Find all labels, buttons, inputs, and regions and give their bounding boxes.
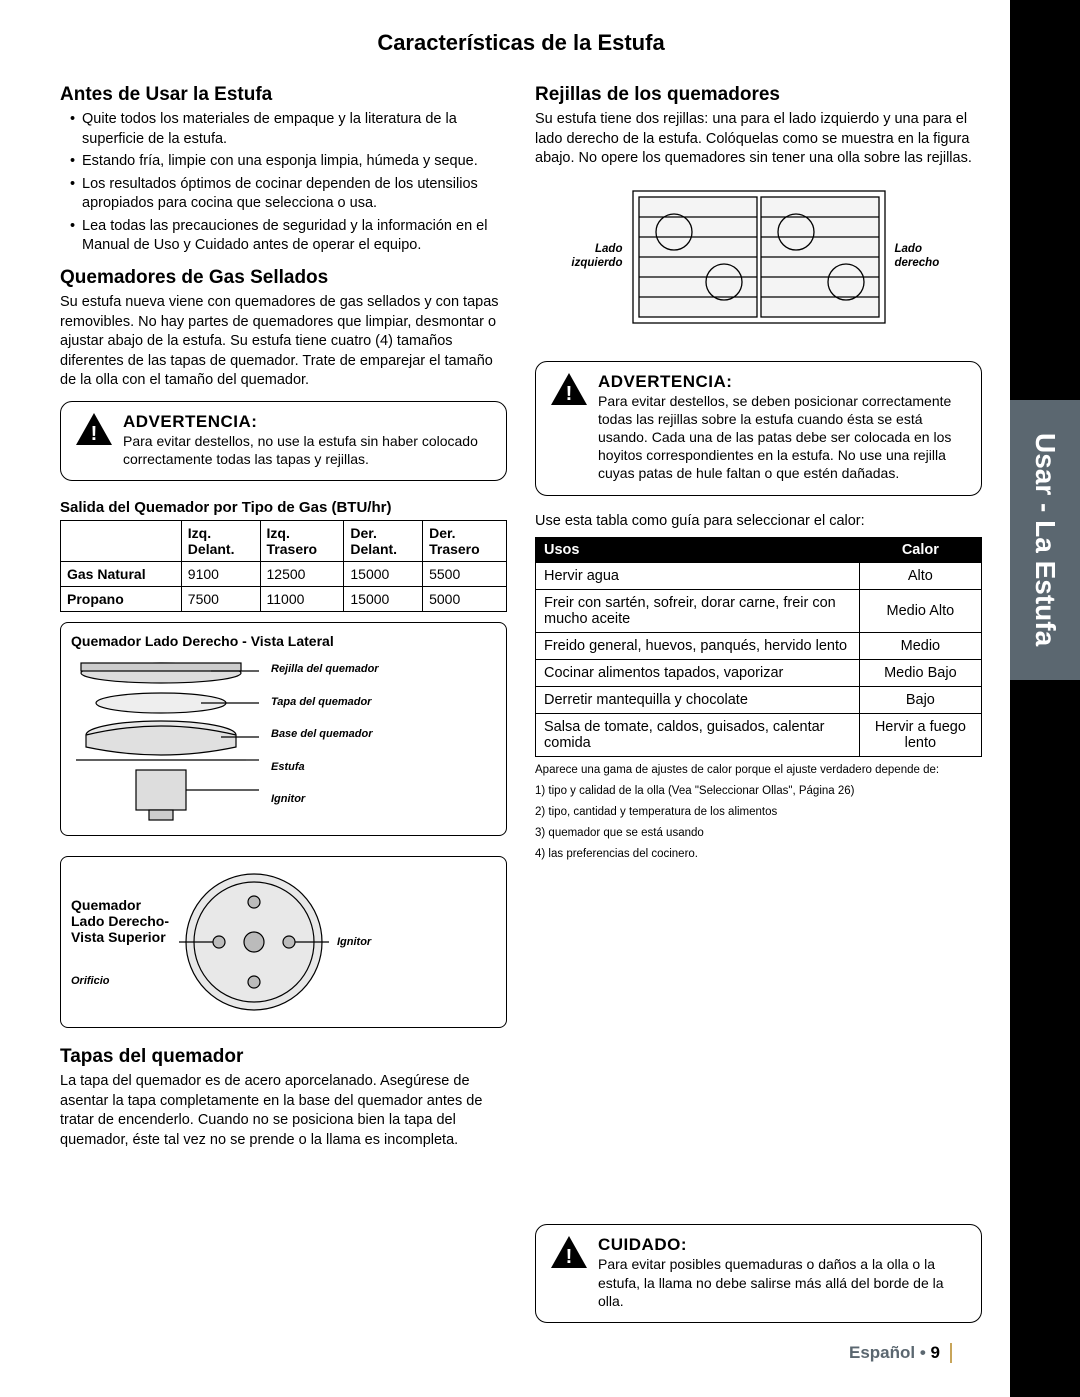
heading-burner-caps: Tapas del quemador xyxy=(60,1046,507,1068)
section-tab-label: Usar - La Estufa xyxy=(1029,433,1061,646)
table-row: Salsa de tomate, caldos, guisados, calen… xyxy=(536,714,982,757)
warning-icon: ! xyxy=(550,1235,588,1274)
grate-icon xyxy=(629,187,889,327)
footnote: 1) tipo y calidad de la olla (Vea "Selec… xyxy=(535,784,982,799)
warning-title: ADVERTENCIA: xyxy=(123,412,492,432)
before-use-list: Quite todos los materiales de empaque y … xyxy=(60,110,507,259)
diagram-label: Estufa xyxy=(271,761,379,773)
diagram-label: Base del quemador xyxy=(271,728,379,740)
diagram-caption: Quemador Lado Derecho - Vista Lateral xyxy=(71,633,496,649)
footnote: 2) tipo, cantidad y temperatura de los a… xyxy=(535,805,982,820)
table-header: Izq.Trasero xyxy=(260,521,344,562)
table-header: Calor xyxy=(859,538,981,563)
warning-icon: ! xyxy=(550,372,588,411)
svg-text:!: ! xyxy=(566,1246,573,1268)
heading-sealed-burners: Quemadores de Gas Sellados xyxy=(60,267,507,289)
grates-text: Su estufa tiene dos rejillas: una para e… xyxy=(535,110,982,169)
warning-box-right: ! ADVERTENCIA: Para evitar destellos, se… xyxy=(535,361,982,496)
warning-text: Para evitar destellos, no use la estufa … xyxy=(123,432,492,468)
table-row: Gas Natural 9100 12500 15000 5500 xyxy=(61,562,507,587)
table-row: Propano 7500 11000 15000 5000 xyxy=(61,587,507,612)
footnote: 4) las preferencias del cocinero. xyxy=(535,847,982,862)
cuidado-title: CUIDADO: xyxy=(598,1235,967,1255)
table-header xyxy=(61,521,182,562)
cuidado-text: Para evitar posibles quemaduras o daños … xyxy=(598,1255,967,1310)
footnote-lead: Aparece una gama de ajustes de calor por… xyxy=(535,763,982,778)
table-intro: Use esta tabla como guía para selecciona… xyxy=(535,512,982,532)
warning-title: ADVERTENCIA: xyxy=(598,372,967,392)
section-tab: Usar - La Estufa xyxy=(1010,0,1080,1397)
grate-label-left: Lado izquierdo xyxy=(563,243,623,271)
diagram-label: Ignitor xyxy=(271,793,379,805)
list-item: Los resultados óptimos de cocinar depend… xyxy=(70,175,507,214)
btu-subhead: Salida del Quemador por Tipo de Gas (BTU… xyxy=(60,499,507,516)
svg-text:!: ! xyxy=(566,383,573,405)
burner-side-icon xyxy=(71,655,261,825)
burner-caps-text: La tapa del quemador es de acero aporcel… xyxy=(60,1072,507,1150)
sealed-burners-text: Su estufa nueva viene con quemadores de … xyxy=(60,293,507,391)
table-header: Der.Delant. xyxy=(344,521,423,562)
heading-before-use: Antes de Usar la Estufa xyxy=(60,84,507,106)
diagram-caption: Quemador Lado Derecho- Vista Superior xyxy=(71,897,171,945)
grate-label-right: Lado derecho xyxy=(895,243,955,271)
page-title: Características de la Estufa xyxy=(60,30,982,56)
grate-figure: Lado izquierdo xyxy=(535,187,982,327)
table-row: Freir con sartén, sofreir, dorar carne, … xyxy=(536,590,982,633)
usos-table: Usos Calor Hervir aguaAlto Freir con sar… xyxy=(535,537,982,757)
side-view-diagram: Quemador Lado Derecho - Vista Lateral xyxy=(60,622,507,836)
diagram-label: Tapa del quemador xyxy=(271,696,379,708)
left-column: Antes de Usar la Estufa Quite todos los … xyxy=(60,76,507,1333)
list-item: Quite todos los materiales de empaque y … xyxy=(70,110,507,149)
warning-box-left: ! ADVERTENCIA: Para evitar destellos, no… xyxy=(60,401,507,481)
right-column: Rejillas de los quemadores Su estufa tie… xyxy=(535,76,982,1333)
table-header: Der.Trasero xyxy=(423,521,507,562)
warning-text: Para evitar destellos, se deben posicion… xyxy=(598,392,967,483)
diagram-label: Ignitor xyxy=(337,936,397,948)
cuidado-box: ! CUIDADO: Para evitar posibles quemadur… xyxy=(535,1224,982,1323)
table-header: Izq.Delant. xyxy=(181,521,260,562)
page-footer: Español • 9 xyxy=(60,1333,982,1377)
svg-text:!: ! xyxy=(91,423,98,445)
warning-icon: ! xyxy=(75,412,113,451)
table-row: Cocinar alimentos tapados, vaporizarMedi… xyxy=(536,660,982,687)
list-item: Estando fría, limpie con una esponja lim… xyxy=(70,152,507,172)
footnote: 3) quemador que se está usando xyxy=(535,826,982,841)
table-header: Usos xyxy=(536,538,860,563)
burner-top-icon xyxy=(179,867,329,1017)
top-view-diagram: Quemador Lado Derecho- Vista Superior Or… xyxy=(60,856,507,1028)
table-row: Derretir mantequilla y chocolateBajo xyxy=(536,687,982,714)
heading-grates: Rejillas de los quemadores xyxy=(535,84,982,106)
btu-table: Izq.Delant. Izq.Trasero Der.Delant. Der.… xyxy=(60,520,507,612)
table-row: Hervir aguaAlto xyxy=(536,563,982,590)
diagram-label: Rejilla del quemador xyxy=(271,663,379,675)
list-item: Lea todas las precauciones de seguridad … xyxy=(70,217,507,256)
diagram-label: Orificio xyxy=(71,975,171,987)
table-row: Freido general, huevos, panqués, hervido… xyxy=(536,633,982,660)
